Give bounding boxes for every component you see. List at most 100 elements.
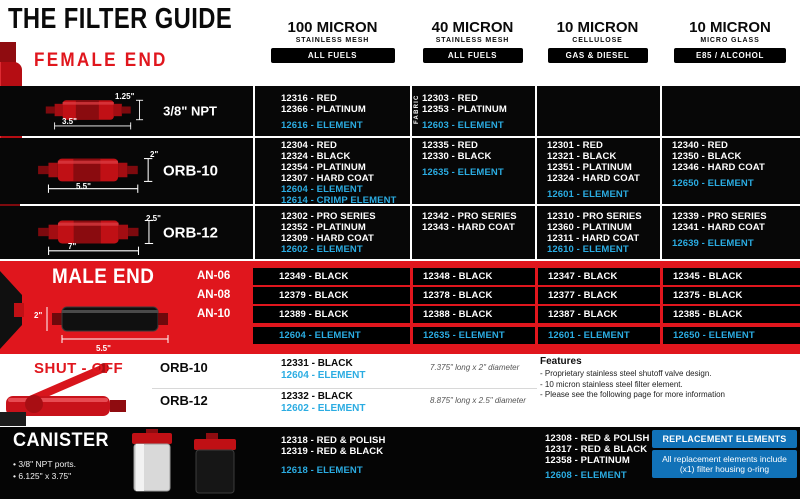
cell-orb12-40micron: 12342 - PRO SERIES 12343 - HARD COAT (410, 206, 535, 259)
part-number: 12385 - BLACK (673, 309, 743, 320)
male-row-an10: 12389 - BLACK 12388 - BLACK 12387 - BLAC… (253, 306, 800, 323)
part-number: 12321 - BLACK (547, 151, 617, 162)
element-part-number: 12601 - ELEMENT (547, 189, 629, 200)
feature-item: - Proprietary stainless steel shutoff va… (540, 369, 712, 378)
canister-filters-image (132, 429, 236, 494)
element-part-number: 12614 - CRIMP ELEMENT (281, 195, 397, 206)
part-number: 12340 - RED (672, 140, 729, 151)
female-row-orb10: 2" 5.5" ORB-10 12304 - RED 12324 - BLACK… (0, 138, 800, 206)
column-subtitle: CELLULOSE (572, 37, 623, 44)
fabric-note: FABRIC (414, 94, 420, 124)
column-subtitle: STAINLESS MESH (295, 37, 370, 44)
feature-item: - 10 micron stainless steel filter eleme… (540, 379, 683, 389)
cell-an10-100micron: 12389 - BLACK (253, 306, 410, 323)
part-number: 12310 - PRO SERIES (547, 211, 642, 222)
cell-orb12-100micron: 12302 - PRO SERIES 12352 - PLATINUM 1230… (253, 206, 410, 259)
male-row-an08: 12379 - BLACK 12378 - BLACK 12377 - BLAC… (253, 287, 800, 304)
element-part-number: 12635 - ELEMENT (423, 330, 505, 341)
part-number: 12317 - RED & BLACK (545, 444, 648, 455)
column-header-10-micron-glass: 10 MICRON MICRO GLASS E85 / ALCOHOL (660, 19, 800, 63)
part-number: 12389 - BLACK (279, 309, 349, 320)
cell-an06-10micron-cellulose: 12347 - BLACK (535, 268, 660, 285)
element-part-number: 12601 - ELEMENT (548, 330, 630, 341)
male-filter-image (46, 306, 169, 343)
features-title: Features (540, 356, 582, 367)
cell-orb12-10micron-glass: 12339 - PRO SERIES 12341 - HARD COAT 126… (660, 206, 800, 259)
length-dimension: 3.5" (62, 117, 77, 126)
part-number: 12339 - PRO SERIES (672, 211, 767, 222)
element-part-number: 12608 - ELEMENT (545, 470, 627, 481)
part-number: 12387 - BLACK (548, 309, 618, 320)
part-number: 12348 - BLACK (423, 271, 493, 282)
female-row-orb12: 2.5" 7" ORB-12 12302 - PRO SERIES 12352 … (0, 206, 800, 259)
part-number: 12349 - BLACK (279, 271, 349, 282)
part-number: 12332 - BLACK (281, 391, 353, 402)
cell-male-element-40micron: 12635 - ELEMENT (410, 327, 535, 344)
male-elements-row: 12604 - ELEMENT 12635 - ELEMENT 12601 - … (253, 327, 800, 344)
cell-npt-10micron-glass-empty (660, 86, 800, 136)
cell-male-element-10micron-cellulose: 12601 - ELEMENT (535, 327, 660, 344)
replacement-elements-body: All replacement elements include (x1) fi… (652, 450, 797, 478)
canister-spec-item: • 6.125" x 3.75" (13, 470, 72, 481)
part-number: 12353 - PLATINUM (422, 104, 507, 115)
element-part-number: 12603 - ELEMENT (422, 120, 504, 131)
part-number: 12324 - BLACK (281, 151, 351, 162)
canister-section: CANISTER • 3/8" NPT ports. • 6.125" x 3.… (0, 427, 800, 499)
part-number: 12346 - HARD COAT (672, 162, 765, 173)
part-number: 12331 - BLACK (281, 358, 353, 369)
shutoff-section-label: SHUT - OFF (34, 360, 124, 377)
element-part-number: 12650 - ELEMENT (673, 330, 755, 341)
cell-an08-40micron: 12378 - BLACK (410, 287, 535, 304)
element-part-number: 12604 - ELEMENT (279, 330, 361, 341)
cell-an06-40micron: 12348 - BLACK (410, 268, 535, 285)
part-number: 12379 - BLACK (279, 290, 349, 301)
an10-label: AN-10 (197, 308, 231, 320)
cell-an08-10micron-cellulose: 12377 - BLACK (535, 287, 660, 304)
row-label-area: 2.5" 7" ORB-12 (0, 206, 253, 259)
cell-an06-100micron: 12349 - BLACK (253, 268, 410, 285)
shutoff-valve-image (0, 363, 126, 426)
canister-specs: • 3/8" NPT ports. • 6.125" x 3.75" (13, 459, 76, 482)
cell-npt-40micron: FABRIC 12303 - RED 12353 - PLATINUM 1260… (410, 86, 535, 136)
cell-male-element-10micron-glass: 12650 - ELEMENT (660, 327, 800, 344)
element-part-number: 12650 - ELEMENT (672, 178, 754, 189)
part-number: 12343 - HARD COAT (422, 222, 515, 233)
fuel-type-badge: ALL FUELS (270, 48, 395, 63)
part-number: 12303 - RED (422, 93, 479, 104)
part-number: 12345 - BLACK (673, 271, 743, 282)
part-number: 12316 - RED (281, 93, 338, 104)
diameter-dimension: 1.25" (115, 92, 135, 101)
shutoff-orb12-dimensions: 8.875" long x 2.5" diameter (430, 396, 526, 405)
part-number: 12335 - RED (422, 140, 479, 151)
part-number: 12301 - RED (547, 140, 604, 151)
an08-label: AN-08 (197, 289, 231, 301)
part-number: 12375 - BLACK (673, 290, 743, 301)
diameter-dimension: 2.5" (146, 214, 161, 223)
element-part-number: 12604 - ELEMENT (281, 370, 366, 381)
part-number: 12302 - PRO SERIES (281, 211, 376, 222)
part-number: 12377 - BLACK (548, 290, 618, 301)
cell-orb10-10micron-cellulose: 12301 - RED 12321 - BLACK 12351 - PLATIN… (535, 138, 660, 204)
cell-an10-10micron-glass: 12385 - BLACK (660, 306, 800, 323)
male-end-section: MALE END AN-06 AN-08 AN-10 2" 5.5" 12349… (0, 261, 800, 354)
shutoff-divider (152, 388, 537, 389)
cell-canister-100micron: 12318 - RED & POLISH 12319 - RED & BLACK… (281, 435, 385, 476)
row-label: ORB-12 (162, 224, 218, 241)
part-number: 12341 - HARD COAT (672, 222, 765, 233)
column-subtitle: STAINLESS MESH (435, 37, 510, 44)
cell-npt-10micron-cellulose-empty (535, 86, 660, 136)
part-number: 12354 - PLATINUM (281, 162, 366, 173)
part-number: 12352 - PLATINUM (281, 222, 366, 233)
part-number: 12311 - HARD COAT (547, 233, 640, 244)
length-dimension: 5.5" (96, 344, 111, 353)
diameter-dimension: 2" (34, 311, 43, 320)
cell-orb10-100micron: 12304 - RED 12324 - BLACK 12354 - PLATIN… (253, 138, 410, 206)
cell-an08-10micron-glass: 12375 - BLACK (660, 287, 800, 304)
female-row-npt: 1.25" 3.5" 3/8" NPT 12316 - RED 12366 - … (0, 86, 800, 136)
part-number: 12350 - BLACK (672, 151, 742, 162)
features-list: - Proprietary stainless steel shutoff va… (540, 369, 725, 401)
male-row-an06: 12349 - BLACK 12348 - BLACK 12347 - BLAC… (253, 268, 800, 285)
replacement-elements-box: REPLACEMENT ELEMENTS All replacement ele… (652, 430, 797, 478)
column-title: 100 MICRON (287, 19, 378, 36)
